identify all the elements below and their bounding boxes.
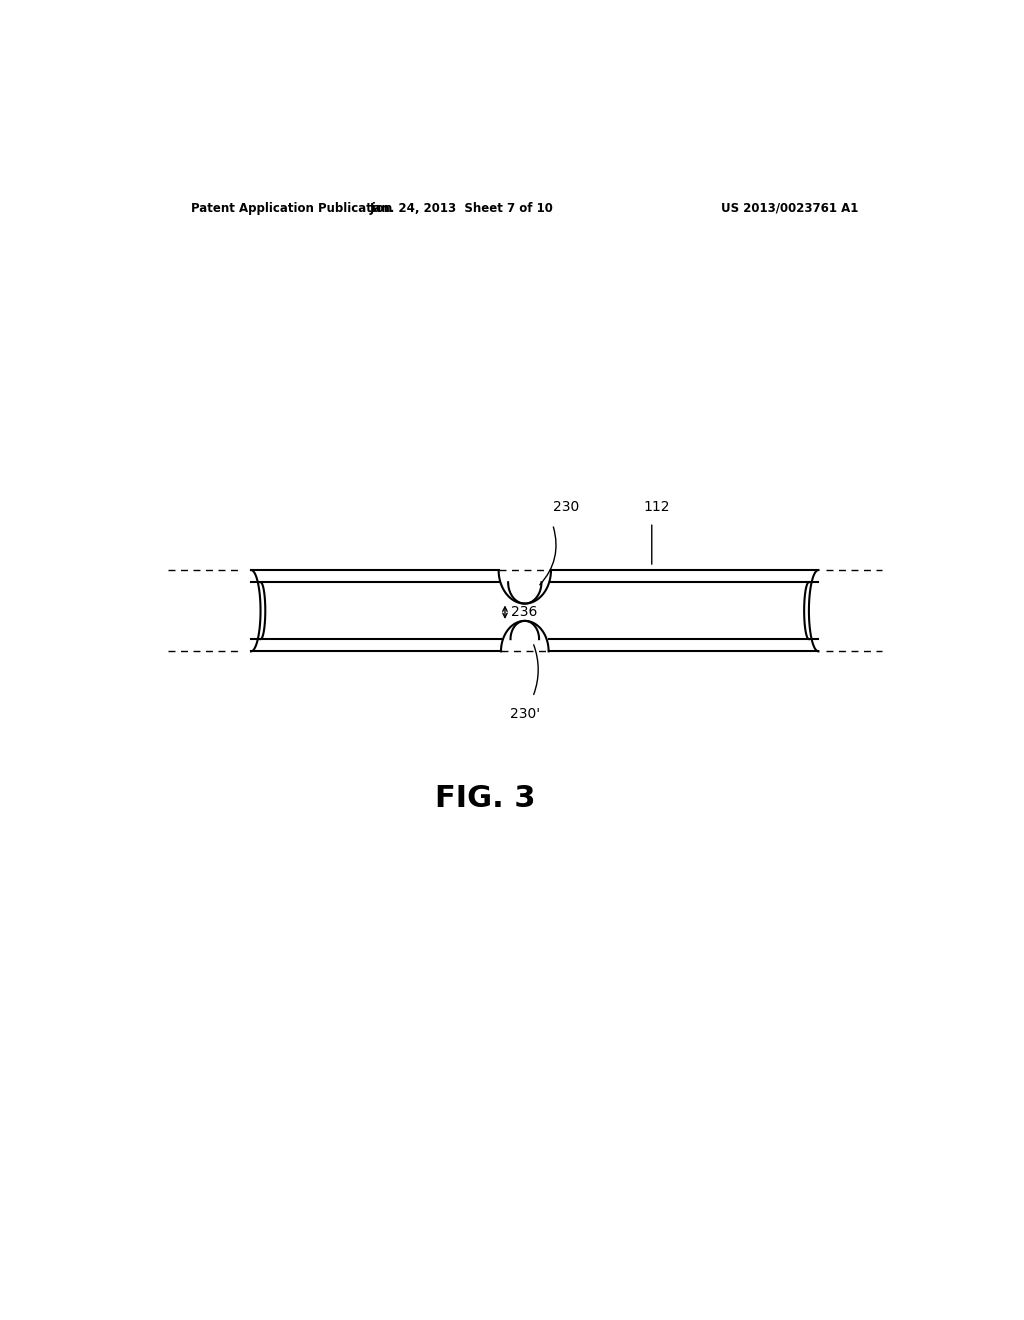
Text: FIG. 3: FIG. 3 — [435, 784, 536, 813]
Text: 230: 230 — [553, 500, 579, 515]
Text: 112: 112 — [644, 500, 671, 515]
Text: US 2013/0023761 A1: US 2013/0023761 A1 — [721, 202, 858, 215]
Text: Patent Application Publication: Patent Application Publication — [191, 202, 393, 215]
Text: 236: 236 — [511, 606, 538, 619]
Text: Jan. 24, 2013  Sheet 7 of 10: Jan. 24, 2013 Sheet 7 of 10 — [370, 202, 553, 215]
Text: 230': 230' — [510, 708, 540, 721]
